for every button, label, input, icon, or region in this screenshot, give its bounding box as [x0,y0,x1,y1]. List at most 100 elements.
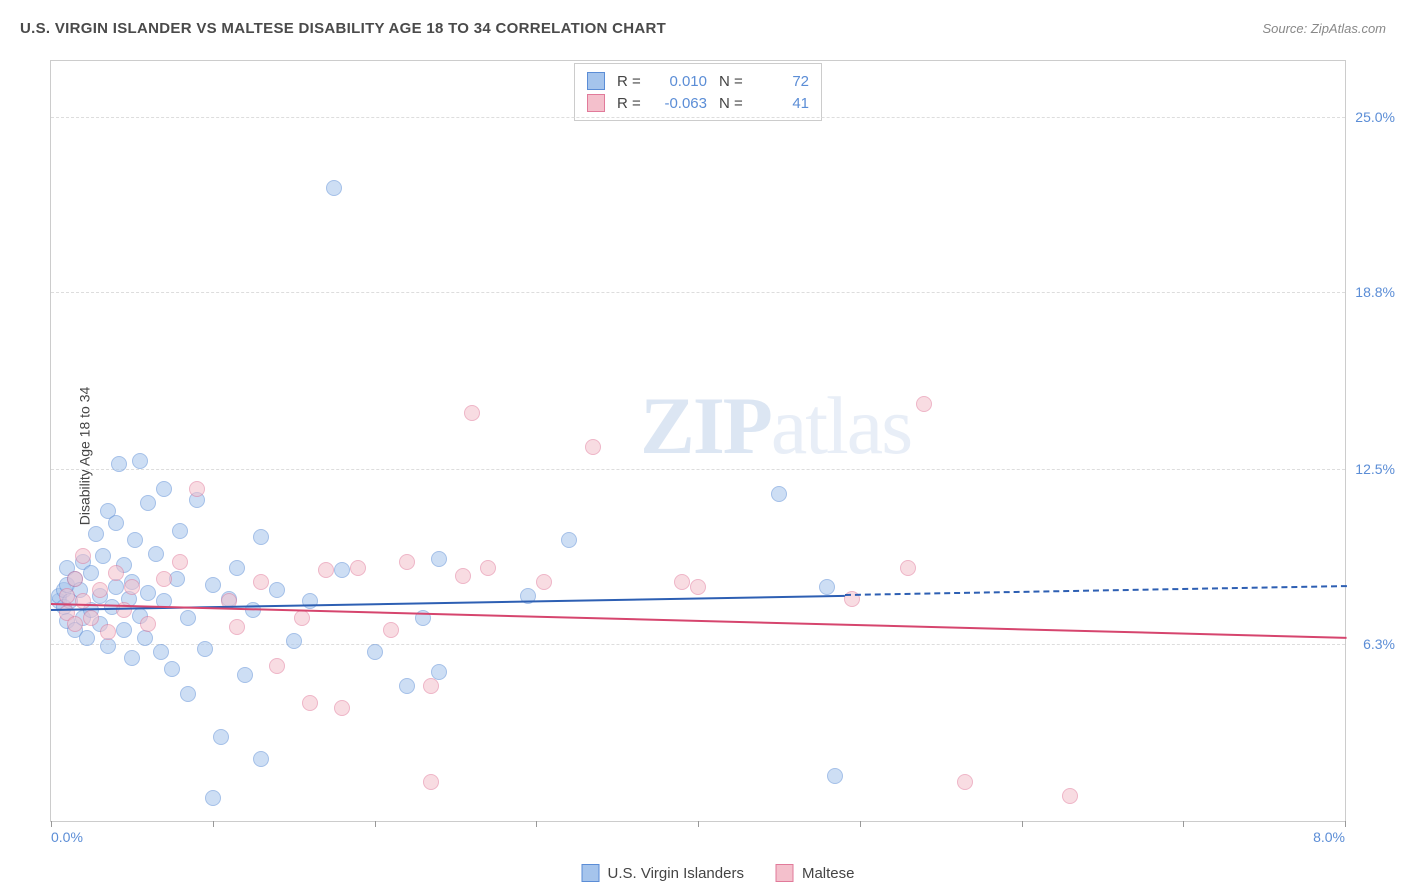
scatter-point [455,568,471,584]
scatter-point [318,562,334,578]
chart-source: Source: ZipAtlas.com [1262,21,1386,36]
scatter-point [79,630,95,646]
scatter-point [916,396,932,412]
scatter-point [326,180,342,196]
scatter-point [957,774,973,790]
chart-header: U.S. VIRGIN ISLANDER VS MALTESE DISABILI… [20,20,1386,37]
scatter-point [140,616,156,632]
scatter-point [137,630,153,646]
scatter-point [116,622,132,638]
scatter-point [585,439,601,455]
x-tick-mark [1345,821,1346,827]
series-swatch [587,72,605,90]
scatter-point [294,610,310,626]
watermark-rest: atlas [771,380,911,471]
scatter-point [172,523,188,539]
scatter-point [1062,788,1078,804]
legend-label: Maltese [802,865,855,882]
scatter-point [399,678,415,694]
scatter-point [132,453,148,469]
watermark-bold: ZIP [640,380,771,471]
stats-r-value: -0.063 [657,95,707,112]
scatter-point [164,661,180,677]
scatter-point [334,700,350,716]
scatter-point [205,790,221,806]
scatter-point [189,481,205,497]
y-tick-label: 12.5% [1345,461,1395,477]
scatter-point [213,729,229,745]
scatter-point [108,515,124,531]
stats-legend-box: R = 0.010 N = 72 R =-0.063N =41 [574,63,822,121]
y-tick-label: 18.8% [1345,284,1395,300]
scatter-point [180,686,196,702]
x-tick-mark [375,821,376,827]
scatter-point [75,593,91,609]
scatter-point [59,588,75,604]
scatter-point [350,560,366,576]
y-tick-label: 6.3% [1345,636,1395,652]
stats-n-label: N = [719,73,747,90]
scatter-point [253,751,269,767]
scatter-point [148,546,164,562]
legend-item: Maltese [776,864,855,882]
series-swatch [587,94,605,112]
scatter-point [253,574,269,590]
gridline [51,644,1345,645]
stats-row: R = 0.010 N = 72 [587,70,809,92]
y-tick-label: 25.0% [1345,109,1395,125]
scatter-point [480,560,496,576]
scatter-point [561,532,577,548]
scatter-point [172,554,188,570]
gridline [51,469,1345,470]
scatter-point [771,486,787,502]
scatter-point [95,548,111,564]
scatter-point [819,579,835,595]
scatter-point [124,579,140,595]
scatter-point [100,638,116,654]
gridline [51,117,1345,118]
scatter-point [464,405,480,421]
regression-line-dashed [845,585,1347,596]
scatter-point [253,529,269,545]
legend-item: U.S. Virgin Islanders [582,864,744,882]
scatter-point [88,526,104,542]
watermark: ZIPatlas [640,379,911,473]
stats-r-value: 0.010 [657,73,707,90]
scatter-point [205,577,221,593]
stats-n-value: 41 [759,95,809,112]
legend-bottom: U.S. Virgin Islanders Maltese [582,864,855,882]
x-tick-mark [698,821,699,827]
x-tick-mark [51,821,52,827]
scatter-point [197,641,213,657]
chart-area: Disability Age 18 to 34 ZIPatlas R =0.01… [50,60,1386,852]
x-tick-mark [1022,821,1023,827]
scatter-point [423,774,439,790]
scatter-point [124,650,140,666]
legend-swatch [582,864,600,882]
scatter-point [140,585,156,601]
chart-title: U.S. VIRGIN ISLANDER VS MALTESE DISABILI… [20,20,666,37]
x-tick-mark [213,821,214,827]
scatter-point [286,633,302,649]
scatter-point [690,579,706,595]
stats-n-value: 72 [759,73,809,90]
scatter-point [367,644,383,660]
scatter-point [900,560,916,576]
stats-r-label: R = [617,73,645,90]
x-tick-mark [860,821,861,827]
regression-line [51,603,1347,639]
x-tick-label: 0.0% [51,829,83,845]
x-tick-mark [1183,821,1184,827]
stats-row: R =-0.063N =41 [587,92,809,114]
scatter-point [140,495,156,511]
x-tick-mark [536,821,537,827]
scatter-point [92,582,108,598]
scatter-point [67,616,83,632]
x-tick-label: 8.0% [1313,829,1345,845]
scatter-point [83,610,99,626]
scatter-point [431,551,447,567]
legend-label: U.S. Virgin Islanders [608,865,744,882]
scatter-point [269,582,285,598]
scatter-point [302,695,318,711]
scatter-point [334,562,350,578]
